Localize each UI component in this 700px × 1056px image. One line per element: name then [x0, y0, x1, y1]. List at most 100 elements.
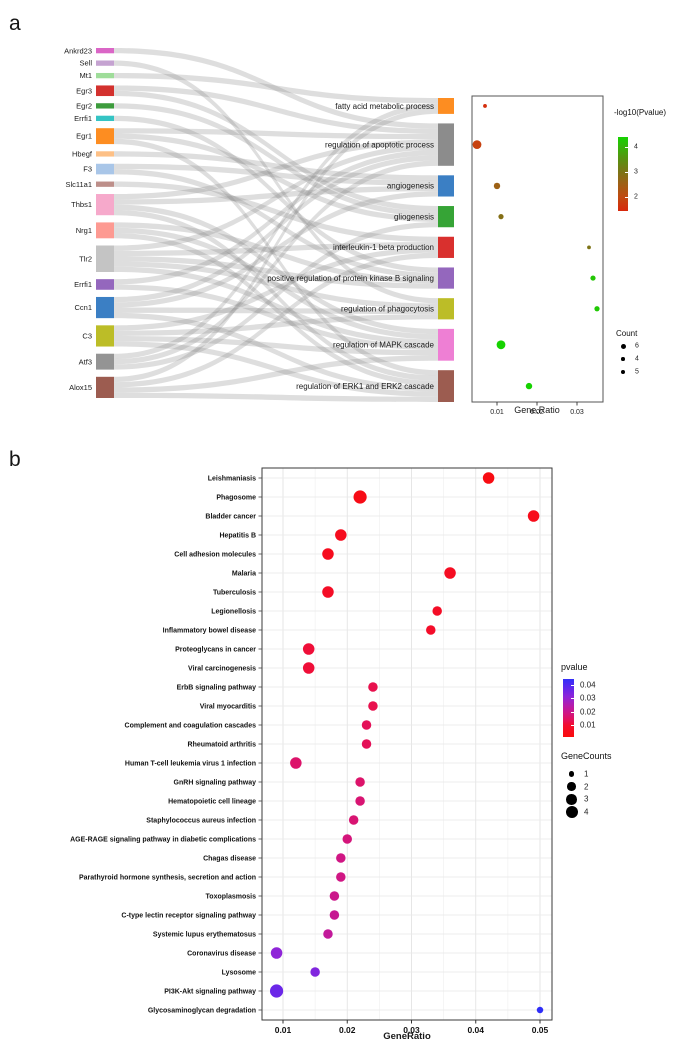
- colorbar-tick-label: 0.04: [580, 680, 596, 690]
- colorbar-tick-mark: [571, 698, 574, 700]
- panel-b-bubble-chart: Leishmaniasis Phagosome Bladder cancer Hepa…: [70, 467, 553, 1035]
- panel-b-colorbar: [563, 679, 574, 737]
- pathway-dot: [342, 834, 352, 844]
- sankey-ribbon: [114, 151, 438, 181]
- go-term-label: gliogenesis: [394, 212, 434, 221]
- sankey-ribbon: [114, 160, 438, 365]
- go-term-label: regulation of apoptotic process: [325, 140, 434, 149]
- gene-node: [96, 194, 114, 216]
- colorbar-tick-mark: [625, 147, 628, 149]
- panel-a-colorbar-title: -log10(Pvalue): [614, 108, 667, 117]
- size-legend-dot: [620, 343, 626, 349]
- pathway-label: Glycosaminoglycan degradation: [148, 1007, 256, 1014]
- panel-a-x-axis-title: Gene.Ratio: [514, 405, 560, 415]
- gene-label: Errfi1: [74, 114, 92, 123]
- gene-label: F3: [83, 165, 92, 174]
- size-legend-dot: [565, 806, 578, 819]
- sankey-gene-labels: Ankrd23 Sell Mt1 Egr3 Egr2 Errfi1 Egr1 Hbegf F3 S…: [64, 46, 93, 392]
- go-term-node: [438, 236, 454, 258]
- sankey-ribbon: [114, 341, 438, 397]
- sankey-ribbon: [114, 221, 438, 370]
- go-term-label: positive regulation of protein kinase B …: [267, 274, 434, 283]
- sankey-ribbon: [114, 138, 438, 376]
- pathway-dot: [323, 929, 333, 939]
- pathway-dot: [368, 682, 378, 692]
- sankey-ribbon: [114, 155, 438, 303]
- pathway-label: Coronavirus disease: [187, 950, 256, 957]
- pathway-dot: [444, 567, 456, 579]
- pathway-label: ErbB signaling pathway: [177, 684, 256, 691]
- sankey-ribbon: [114, 252, 438, 388]
- go-dot: [483, 104, 487, 108]
- panel-b-x-axis: 0.01 0.02 0.03 0.04 0.05: [275, 1020, 549, 1035]
- size-legend-dot: [566, 794, 577, 805]
- sankey-ribbon: [114, 108, 438, 383]
- pathway-label: Tuberculosis: [213, 589, 256, 596]
- size-legend-dot: [620, 369, 626, 375]
- go-term-label: regulation of phagocytosis: [341, 305, 434, 314]
- pathway-label: Chagas disease: [203, 855, 256, 862]
- gene-label: Tlr2: [79, 254, 92, 263]
- sankey-ribbon: [114, 103, 438, 217]
- sankey-ribbon: [114, 72, 438, 104]
- pathway-dot: [426, 625, 436, 635]
- gene-label: Errfi1: [74, 280, 92, 289]
- go-dot: [496, 340, 506, 350]
- go-dot: [587, 245, 591, 250]
- pathway-dot: [348, 815, 359, 825]
- go-dot: [498, 214, 504, 220]
- colorbar-tick-label: 3: [634, 168, 638, 176]
- gene-node: [96, 181, 114, 187]
- sankey-term-nodes: [438, 98, 454, 402]
- go-term-label: angiogenesis: [387, 182, 434, 191]
- gene-label: Egr3: [76, 86, 92, 95]
- sankey-ribbon: [114, 233, 438, 387]
- colorbar-tick-label: 2: [634, 193, 638, 201]
- size-legend-label: 3: [584, 794, 589, 804]
- sankey-ribbon: [114, 185, 438, 205]
- gene-node: [96, 48, 114, 54]
- size-legend-dot: [621, 357, 625, 361]
- colorbar-tick-label: 0.02: [580, 707, 596, 717]
- pathway-label: Viral myocarditis: [200, 703, 256, 710]
- pathway-dot: [335, 529, 347, 541]
- sankey-ribbon: [114, 242, 438, 257]
- sankey-ribbon: [114, 139, 438, 200]
- gene-label: Slc11a1: [65, 180, 92, 189]
- sankey-ribbon: [114, 48, 438, 129]
- colorbar-tick-label: 0.01: [580, 720, 596, 730]
- pathway-label: Rheumatoid arthritis: [188, 741, 257, 748]
- gene-node: [96, 279, 114, 290]
- sankey-ribbon: [114, 261, 438, 309]
- pathway-dot: [270, 947, 283, 959]
- x-tick-label: 0.03: [570, 409, 584, 416]
- pathway-dot: [329, 910, 340, 920]
- pathway-label: Hepatitis B: [219, 532, 256, 539]
- pathway-label: Systemic lupus erythematosus: [153, 931, 256, 938]
- pathway-label: AGE-RAGE signaling pathway in diabetic c…: [70, 836, 256, 843]
- gene-node: [96, 163, 114, 175]
- pathway-dot: [310, 967, 320, 977]
- gene-label: Alox15: [69, 383, 92, 392]
- sankey-ribbon: [114, 312, 438, 392]
- sankey-gene-nodes: [96, 48, 114, 398]
- panel-b-size-legend-title: GeneCounts: [561, 751, 612, 761]
- panel-a-label: a: [9, 12, 21, 35]
- sankey-term-labels: fatty acid metabolic process regulation o…: [267, 102, 434, 391]
- sankey-ribbon: [114, 222, 438, 284]
- sankey-ribbon: [114, 115, 438, 273]
- panel-b-pvalue-colorbar-legend: pvalue 0.04 0.03 0.02 0.01: [561, 662, 656, 752]
- gene-node: [96, 296, 114, 319]
- gene-label: Egr1: [76, 132, 92, 141]
- sankey-ribbon: [114, 60, 438, 304]
- gene-node: [96, 222, 114, 239]
- pathway-label: Phagosome: [216, 494, 256, 501]
- gene-node: [96, 353, 114, 370]
- sankey-ribbon: [114, 307, 438, 315]
- x-tick-label: 0.02: [530, 409, 544, 416]
- x-tick-label: 0.03: [403, 1025, 420, 1035]
- size-legend-label: 2: [584, 782, 589, 792]
- gene-node: [96, 325, 114, 347]
- gene-label: Atf3: [79, 357, 92, 366]
- pathway-label: Inflammatory bowel disease: [163, 627, 256, 634]
